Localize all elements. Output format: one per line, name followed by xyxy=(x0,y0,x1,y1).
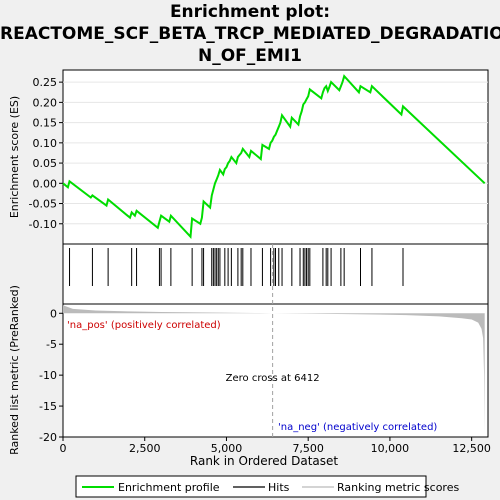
metric-tick-label: -20 xyxy=(39,431,57,444)
chart-title-line-1: Enrichment plot: xyxy=(169,2,331,22)
metric-axis-label: Ranked list metric (PreRanked) xyxy=(8,285,21,455)
x-tick-label: 0 xyxy=(60,442,67,455)
enrichment-profile-line xyxy=(62,74,486,240)
es-tick-label: 0.25 xyxy=(33,76,58,89)
positive-correlation-label: 'na_pos' (positively correlated) xyxy=(67,320,221,331)
legend-metric-label: Ranking metric scores xyxy=(337,481,459,494)
es-tick-label: -0.10 xyxy=(29,218,57,231)
metric-tick-label: -10 xyxy=(39,369,57,382)
x-tick-label: 5,000 xyxy=(211,442,243,455)
x-tick-label: 7,500 xyxy=(292,442,324,455)
legend-hits-label: Hits xyxy=(268,481,290,494)
es-tick-label: 0.00 xyxy=(33,177,58,190)
x-tick-label: 12,500 xyxy=(452,442,491,455)
es-axis-label: Enrichment score (ES) xyxy=(8,96,21,218)
metric-tick-label: -5 xyxy=(46,338,57,351)
negative-correlation-label: 'na_neg' (negatively correlated) xyxy=(278,422,437,433)
es-tick-label: -0.05 xyxy=(29,198,57,211)
metric-tick-label: 0 xyxy=(50,307,57,320)
x-tick-label: 10,000 xyxy=(371,442,410,455)
es-tick-label: 0.10 xyxy=(33,137,58,150)
metric-tick-label: -15 xyxy=(39,400,57,413)
es-panel-frame xyxy=(62,69,489,245)
es-tick-label: 0.05 xyxy=(33,157,58,170)
zero-cross-label: Zero cross at 6412 xyxy=(226,373,320,384)
legend-enrichment-label: Enrichment profile xyxy=(118,481,220,494)
x-axis-label: Rank in Ordered Dataset xyxy=(190,454,338,468)
es-tick-label: 0.20 xyxy=(33,96,58,109)
x-tick-label: 2,500 xyxy=(129,442,161,455)
metric-panel-frame xyxy=(62,303,489,438)
es-tick-label: 0.15 xyxy=(33,117,58,130)
chart-title-line-2: REACTOME_SCF_BETA_TRCP_MEDIATED_DEGRADAT… xyxy=(0,24,500,44)
chart-title-line-3: N_OF_EMI1 xyxy=(198,46,302,66)
